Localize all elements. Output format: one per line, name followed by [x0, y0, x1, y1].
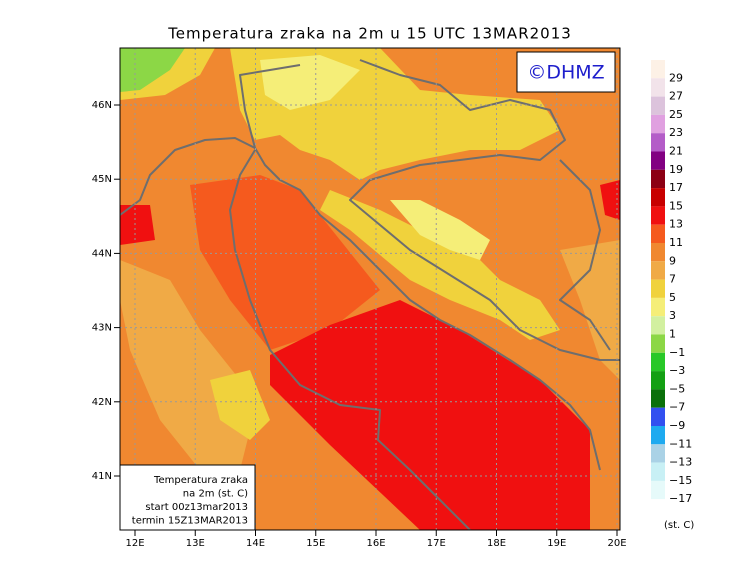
lon-label: 14E: [246, 538, 265, 549]
colorbar-label: −7: [669, 401, 685, 414]
colorbar-swatch: [651, 444, 665, 463]
lon-label: 13E: [186, 538, 205, 549]
colorbar-swatch: [651, 261, 665, 280]
lat-label: 43N: [92, 323, 112, 334]
lat-label: 42N: [92, 397, 112, 408]
lat-label: 45N: [92, 174, 112, 185]
map-title: Temperatura zraka na 2m u 15 UTC 13MAR20…: [167, 25, 572, 43]
lat-label: 46N: [92, 100, 112, 111]
colorbar-label: 29: [669, 71, 683, 84]
info-line: start 00z13mar2013: [145, 502, 248, 513]
colorbar-label: −13: [669, 456, 692, 469]
colorbar-swatch: [651, 279, 665, 298]
colorbar-label: 25: [669, 108, 683, 121]
colorbar-label: −5: [669, 382, 685, 395]
info-line: na 2m (st. C): [183, 489, 248, 500]
colorbar-swatch: [651, 462, 665, 481]
lon-label: 16E: [366, 538, 385, 549]
colorbar-label: 11: [669, 236, 683, 249]
colorbar-swatch: [651, 499, 665, 518]
colorbar-swatch: [651, 78, 665, 97]
colorbar-label: 19: [669, 163, 683, 176]
colorbar-label: 23: [669, 126, 683, 139]
colorbar-swatch: [651, 371, 665, 390]
lon-label: 15E: [306, 538, 325, 549]
colorbar-label: 9: [669, 254, 676, 267]
lon-label: 19E: [547, 538, 566, 549]
watermark: ©DHMZ: [527, 62, 604, 84]
colorbar-swatch: [651, 169, 665, 189]
colorbar-swatch: [651, 480, 665, 500]
coastlines: [120, 59, 620, 530]
info-box: [119, 464, 256, 531]
colorbar-label: −11: [669, 437, 692, 450]
colorbar-swatch: [651, 114, 665, 134]
colorbar-label: 7: [669, 273, 676, 286]
colorbar-unit: (st. C): [664, 520, 694, 531]
info-line: Temperatura zraka: [153, 475, 248, 486]
colorbar-label: −17: [669, 492, 692, 505]
info-line: termin 15Z13MAR2013: [132, 516, 248, 527]
colorbar-label: 21: [669, 145, 683, 158]
colorbar-label: 17: [669, 181, 683, 194]
colorbar-swatch: [651, 151, 665, 170]
lon-label: 17E: [427, 538, 446, 549]
colorbar-label: −1: [669, 346, 685, 359]
lat-label: 41N: [92, 471, 112, 482]
colorbar-label: 5: [669, 291, 676, 304]
watermark-box: [516, 51, 616, 93]
colorbar-swatch: [651, 206, 665, 225]
colorbar-swatch: [651, 334, 665, 353]
colorbar-swatch: [651, 426, 665, 445]
temperature-field: [120, 48, 620, 530]
lat-lon-grid: 46N 45N 44N 43N 42N 41N 12E 13E 14E 15E 16E 17E 18E 1…: [92, 48, 627, 549]
lon-label: 20E: [607, 538, 626, 549]
colorbar-label: 27: [669, 90, 683, 103]
colorbar-label: −3: [669, 364, 685, 377]
colorbar-label: 1: [669, 328, 676, 341]
colorbar-swatch: [651, 316, 665, 335]
colorbar-label: 3: [669, 309, 676, 322]
colorbar-swatch: [651, 389, 665, 408]
colorbar-swatch: [651, 133, 665, 152]
lon-label: 18E: [487, 538, 506, 549]
colorbar-label: 15: [669, 199, 683, 212]
info-text: Temperatura zraka na 2m (st. C) start 00z1…: [132, 475, 248, 527]
colorbar-label: −15: [669, 474, 692, 487]
colorbar: 29 27 25 23 21 19 17 15 13 11 9 7 5 3 1 −1 −3 −5 −7 −9 −11 −1…: [651, 60, 694, 531]
colorbar-label: 13: [669, 218, 683, 231]
colorbar-swatch: [651, 224, 665, 243]
colorbar-swatch: [651, 60, 665, 79]
colorbar-swatch: [651, 188, 665, 207]
colorbar-swatch: [651, 243, 665, 262]
map-frame: [119, 47, 621, 531]
colorbar-swatch: [651, 297, 665, 317]
colorbar-swatch: [651, 407, 665, 426]
colorbar-swatch: [651, 352, 665, 372]
lat-label: 44N: [92, 248, 112, 259]
colorbar-swatch: [651, 96, 665, 115]
colorbar-label: −9: [669, 419, 685, 432]
lon-label: 12E: [125, 538, 144, 549]
